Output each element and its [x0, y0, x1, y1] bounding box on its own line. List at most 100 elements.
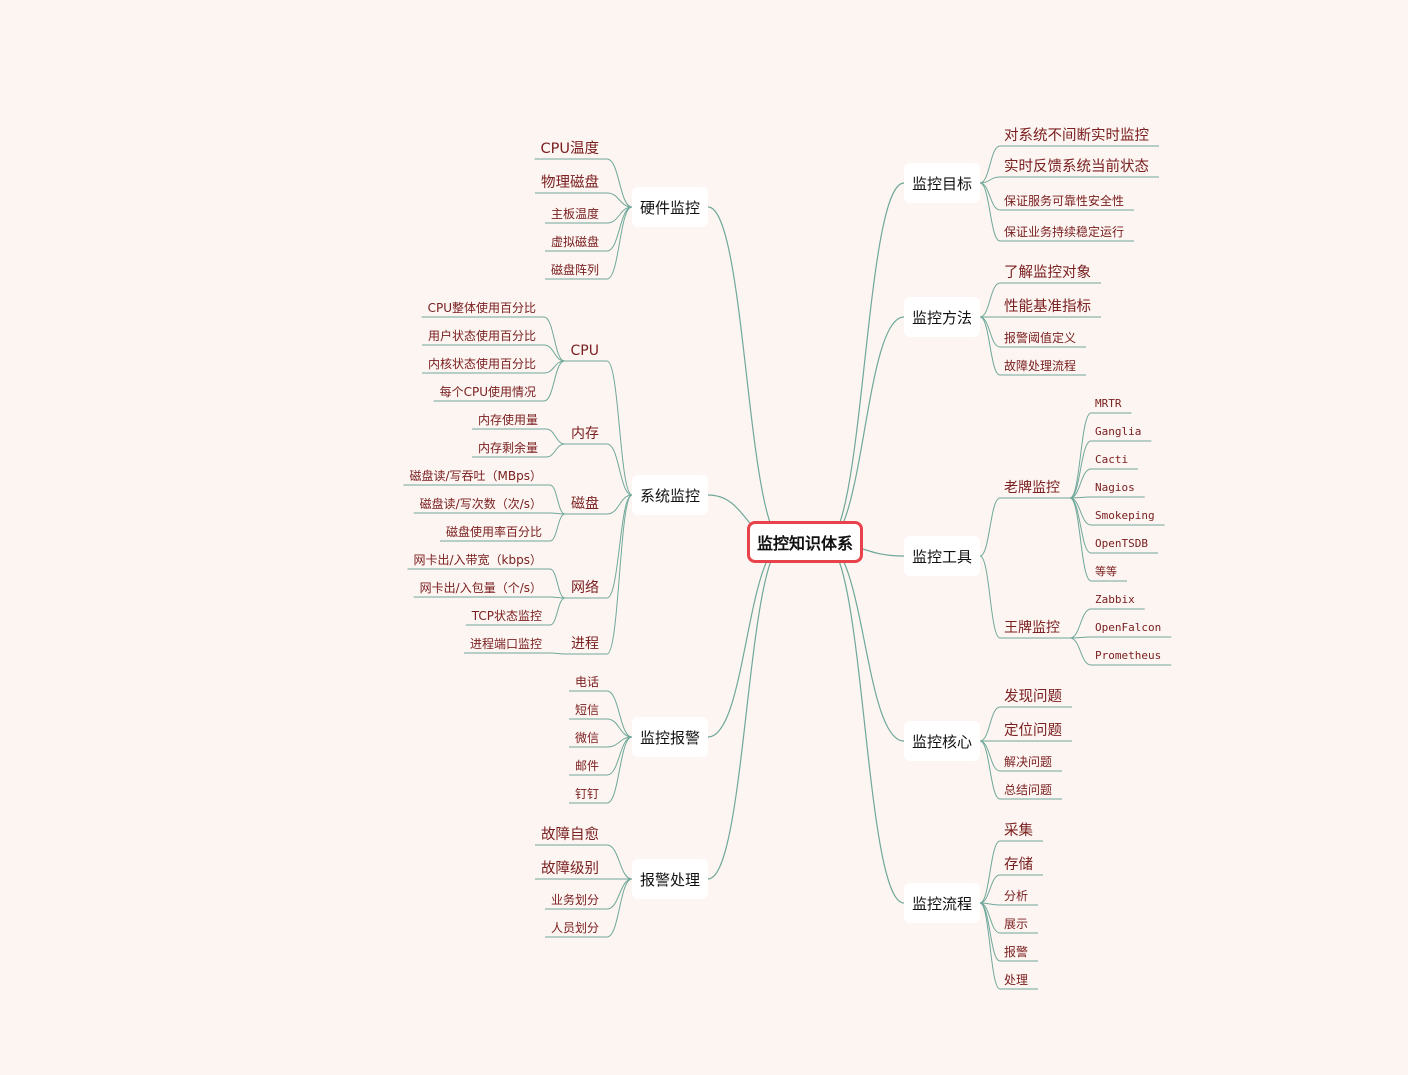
leaf-system[interactable]: 进程端口监控	[469, 637, 542, 651]
leaf-system[interactable]: 网卡出/入包量（个/s）	[419, 581, 542, 595]
leaf-alarm[interactable]: 邮件	[574, 759, 599, 773]
branch-tools[interactable]: 监控工具	[904, 536, 980, 576]
leaf-flow[interactable]: 报警	[1004, 945, 1029, 959]
leaf-flow[interactable]: 采集	[1004, 823, 1033, 839]
leaf-system[interactable]: 内存剩余量	[477, 441, 538, 455]
group-system[interactable]: 内存	[571, 426, 599, 442]
connector-line	[543, 360, 565, 402]
leaf-core[interactable]: 定位问题	[1004, 723, 1062, 739]
leaf-tools[interactable]: Smokeping	[1095, 509, 1155, 522]
leaf-tools[interactable]: Prometheus	[1095, 649, 1162, 662]
branch-alarm-handling[interactable]: 报警处理	[632, 859, 708, 899]
group-system[interactable]: 磁盘	[571, 496, 599, 512]
leaf-tools[interactable]: Cacti	[1095, 453, 1129, 466]
leaf-system[interactable]: 磁盘读/写吞吐（MBps）	[409, 469, 543, 483]
connector-line	[979, 902, 1001, 990]
leaf-system[interactable]: 每个CPU使用情况	[439, 385, 536, 399]
connector-line	[1069, 608, 1092, 639]
leaf-system[interactable]: 网卡出/入带宽（kbps）	[413, 553, 542, 567]
leaf-system[interactable]: 磁盘读/写次数（次/s）	[419, 497, 542, 511]
leaf-system[interactable]: 内存使用量	[477, 413, 538, 427]
group-tools[interactable]: 王牌监控	[1004, 620, 1060, 636]
connector-line	[707, 542, 786, 880]
leaf-alarm-handling[interactable]: 故障自愈	[541, 827, 599, 843]
leaf-alarm-handling[interactable]: 故障级别	[541, 861, 599, 877]
leaf-alarm-handling[interactable]: 人员划分	[550, 921, 599, 935]
leaf-hardware[interactable]: 物理磁盘	[541, 175, 599, 191]
connector-line	[543, 316, 565, 362]
connector-line	[606, 158, 633, 208]
leaf-core[interactable]: 解决问题	[1004, 755, 1053, 769]
leaf-hardware[interactable]: 主板温度	[550, 207, 599, 221]
leaf-flow[interactable]: 分析	[1004, 889, 1029, 903]
connector-line	[979, 316, 1001, 376]
leaf-method[interactable]: 了解监控对象	[1004, 265, 1091, 281]
leaf-goal[interactable]: 保证服务可靠性安全性	[1004, 194, 1125, 208]
branch-hardware[interactable]: 硬件监控	[632, 187, 708, 227]
leaf-flow[interactable]: 展示	[1004, 917, 1029, 931]
leaf-goal[interactable]: 实时反馈系统当前状态	[1004, 159, 1149, 175]
connector-line	[979, 145, 1001, 184]
connector-line	[824, 542, 905, 904]
connector-line	[1069, 497, 1092, 582]
leaf-system[interactable]: 用户状态使用百分比	[427, 329, 536, 343]
group-system[interactable]: 进程	[571, 636, 599, 652]
leaf-system[interactable]: TCP状态监控	[471, 609, 542, 623]
leaf-method[interactable]: 故障处理流程	[1004, 359, 1077, 373]
leaf-goal[interactable]: 对系统不间断实时监控	[1004, 128, 1149, 144]
leaf-tools[interactable]: OpenTSDB	[1095, 537, 1148, 550]
leaf-tools[interactable]: Zabbix	[1095, 593, 1135, 606]
leaf-alarm[interactable]: 微信	[574, 731, 599, 745]
connector-line	[606, 360, 633, 496]
leaf-tools[interactable]: OpenFalcon	[1095, 621, 1162, 634]
connector-line	[606, 690, 633, 738]
connector-line	[1069, 497, 1092, 554]
root-node[interactable]: 监控知识体系	[747, 521, 863, 563]
leaf-hardware[interactable]: 磁盘阵列	[550, 263, 599, 277]
connector-line	[824, 542, 905, 742]
leaf-alarm[interactable]: 钉钉	[574, 787, 599, 801]
branch-flow[interactable]: 监控流程	[904, 883, 980, 923]
leaf-method[interactable]: 性能基准指标	[1004, 299, 1091, 315]
branch-core[interactable]: 监控核心	[904, 721, 980, 761]
leaf-alarm-handling[interactable]: 业务划分	[550, 893, 599, 907]
connector-line	[707, 206, 786, 544]
connector-line	[824, 182, 905, 544]
leaf-system[interactable]: CPU整体使用百分比	[427, 301, 536, 315]
connector-line	[606, 494, 633, 515]
leaf-tools[interactable]: Nagios	[1095, 481, 1135, 494]
leaf-alarm[interactable]: 电话	[574, 675, 599, 689]
connector-line	[979, 740, 1001, 772]
branch-method[interactable]: 监控方法	[904, 297, 980, 337]
group-system[interactable]: 网络	[571, 580, 599, 596]
connector-line	[979, 840, 1001, 904]
group-system[interactable]: CPU	[570, 343, 599, 359]
leaf-system[interactable]: 内核状态使用百分比	[427, 357, 536, 371]
connector-line	[606, 206, 633, 280]
connector-line	[979, 182, 1001, 211]
leaf-alarm[interactable]: 短信	[574, 703, 599, 717]
leaf-tools[interactable]: 等等	[1095, 565, 1117, 578]
leaf-flow[interactable]: 处理	[1004, 973, 1029, 987]
group-tools[interactable]: 老牌监控	[1004, 480, 1060, 496]
leaf-system[interactable]: 磁盘使用率百分比	[445, 525, 542, 539]
branch-alarm[interactable]: 监控报警	[632, 717, 708, 757]
leaf-core[interactable]: 发现问题	[1004, 689, 1062, 705]
leaf-tools[interactable]: MRTR	[1095, 397, 1122, 410]
branch-system[interactable]: 系统监控	[632, 475, 708, 515]
leaf-flow[interactable]: 存储	[1004, 857, 1033, 873]
connector-line	[1069, 468, 1092, 499]
leaf-goal[interactable]: 保证业务持续稳定运行	[1004, 225, 1125, 239]
connector-line	[606, 878, 633, 938]
leaf-hardware[interactable]: CPU温度	[540, 141, 599, 157]
connector-line	[606, 494, 633, 655]
connector-line	[606, 494, 633, 599]
branch-goal[interactable]: 监控目标	[904, 163, 980, 203]
connector-line	[979, 706, 1001, 742]
leaf-method[interactable]: 报警阈值定义	[1004, 331, 1077, 345]
leaf-tools[interactable]: Ganglia	[1095, 425, 1142, 438]
leaf-hardware[interactable]: 虚拟磁盘	[550, 235, 599, 249]
leaf-core[interactable]: 总结问题	[1004, 783, 1053, 797]
